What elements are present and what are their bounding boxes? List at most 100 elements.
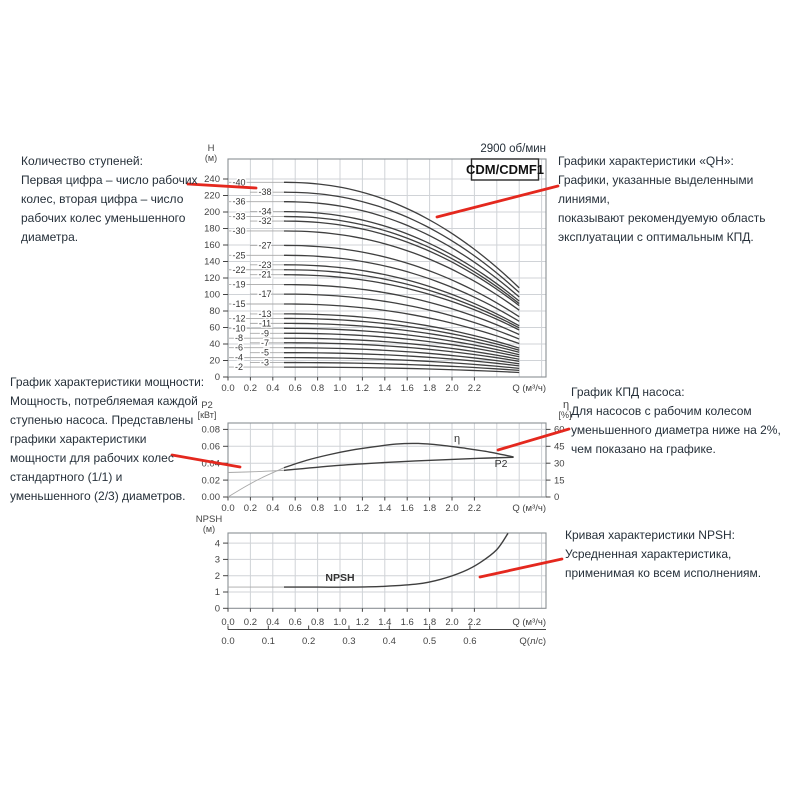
svg-text:30: 30 bbox=[554, 458, 565, 469]
svg-text:0.0: 0.0 bbox=[221, 383, 234, 394]
svg-text:0.06: 0.06 bbox=[202, 442, 221, 453]
svg-text:0.4: 0.4 bbox=[266, 503, 279, 514]
power-curve-η-light bbox=[227, 467, 285, 498]
svg-text:(м): (м) bbox=[203, 524, 215, 534]
svg-text:0.00: 0.00 bbox=[202, 492, 221, 503]
qh-curve--32 bbox=[283, 220, 520, 307]
qh-curve--4 bbox=[283, 356, 520, 369]
qh-curve--7 bbox=[283, 342, 520, 362]
qh-curve--11 bbox=[283, 322, 520, 353]
stage-label--4: -4 bbox=[235, 353, 243, 363]
stage-label--6: -6 bbox=[235, 343, 243, 353]
stage-label--22: -22 bbox=[232, 265, 245, 275]
svg-text:1.8: 1.8 bbox=[423, 383, 436, 394]
power-chart: 0.00 0.02 0.04 0.06 0.08 0 15 30 45 60 0.0 0.2 0.4 0.… bbox=[198, 399, 572, 514]
svg-text:15: 15 bbox=[554, 475, 565, 486]
svg-text:1: 1 bbox=[215, 587, 220, 598]
svg-text:0: 0 bbox=[554, 492, 559, 503]
qh-curve--13 bbox=[283, 313, 520, 349]
svg-text:45: 45 bbox=[554, 441, 565, 452]
pointer-efficiency-curve bbox=[496, 427, 571, 452]
svg-text:2.0: 2.0 bbox=[445, 617, 458, 628]
svg-text:180: 180 bbox=[204, 224, 220, 235]
svg-text:0.4: 0.4 bbox=[383, 636, 396, 647]
qh-curve--5 bbox=[283, 352, 520, 367]
svg-text:60: 60 bbox=[554, 425, 565, 436]
pointer-power-curve bbox=[170, 453, 242, 469]
svg-text:0: 0 bbox=[215, 604, 220, 615]
qh-curve--12 bbox=[283, 317, 520, 351]
qh-curve--34 bbox=[283, 210, 520, 302]
svg-text:1.0: 1.0 bbox=[333, 617, 346, 628]
stage-label--19: -19 bbox=[232, 280, 245, 290]
svg-text:Q (м³/ч): Q (м³/ч) bbox=[512, 383, 546, 394]
svg-text:H: H bbox=[208, 143, 215, 154]
svg-text:1.6: 1.6 bbox=[401, 617, 414, 628]
svg-text:220: 220 bbox=[204, 191, 220, 202]
qh-curve--10 bbox=[283, 327, 520, 356]
stage-label--34: -34 bbox=[258, 207, 271, 217]
stage-label--27: -27 bbox=[258, 240, 271, 250]
svg-text:1.6: 1.6 bbox=[401, 383, 414, 394]
stage-label--17: -17 bbox=[258, 289, 271, 299]
stage-label--10: -10 bbox=[232, 323, 245, 333]
svg-text:0.2: 0.2 bbox=[244, 617, 257, 628]
npsh-chart: 0 1 2 3 4 0.0 0.2 0.4 0.6 0.8 1.0 1.2 1.4 1.6 1.8 2.0 2.… bbox=[196, 514, 547, 628]
qh-curve--8 bbox=[283, 337, 520, 360]
power-curve-P2 bbox=[283, 456, 514, 472]
svg-text:120: 120 bbox=[204, 273, 220, 284]
svg-text:1.8: 1.8 bbox=[423, 617, 436, 628]
annotation-qh-curves: Графики характеристики «QH»: Графики, ук… bbox=[558, 154, 766, 244]
svg-text:40: 40 bbox=[209, 339, 220, 350]
stage-label--15: -15 bbox=[232, 299, 245, 309]
svg-text:0: 0 bbox=[215, 372, 220, 383]
svg-text:0.3: 0.3 bbox=[342, 636, 355, 647]
stage-label--38: -38 bbox=[258, 187, 271, 197]
svg-text:Q (м³/ч): Q (м³/ч) bbox=[512, 617, 546, 628]
model-box bbox=[470, 158, 540, 181]
svg-text:0.4: 0.4 bbox=[266, 617, 279, 628]
svg-text:100: 100 bbox=[204, 290, 220, 301]
stage-label--33: -33 bbox=[232, 212, 245, 222]
svg-text:60: 60 bbox=[209, 323, 220, 334]
npsh-lps-axis: 0.0 0.1 0.2 0.3 0.4 0.5 0.6 Q(л/с) bbox=[221, 625, 546, 647]
svg-text:140: 140 bbox=[204, 257, 220, 268]
stage-label--30: -30 bbox=[232, 226, 245, 236]
svg-text:0.2: 0.2 bbox=[244, 383, 257, 394]
svg-text:1.4: 1.4 bbox=[378, 383, 391, 394]
svg-text:(м): (м) bbox=[205, 153, 217, 163]
stage-label--21: -21 bbox=[258, 270, 271, 280]
svg-text:0.02: 0.02 bbox=[202, 475, 221, 486]
stage-label--23: -23 bbox=[258, 260, 271, 270]
svg-text:Q (м³/ч): Q (м³/ч) bbox=[512, 503, 546, 514]
svg-text:0.4: 0.4 bbox=[266, 383, 279, 394]
svg-text:0.04: 0.04 bbox=[202, 458, 221, 469]
pointer-stage-count bbox=[186, 182, 258, 190]
svg-text:1.0: 1.0 bbox=[333, 503, 346, 514]
qh-chart: 0 20 40 60 80 100 120 140 160 180 200 220 240 0.0 0.2 0… bbox=[204, 143, 547, 394]
stage-label--36: -36 bbox=[232, 197, 245, 207]
svg-text:1.6: 1.6 bbox=[401, 503, 414, 514]
stage-label--12: -12 bbox=[232, 313, 245, 323]
svg-text:0.0: 0.0 bbox=[221, 503, 234, 514]
svg-text:3: 3 bbox=[215, 555, 220, 566]
svg-text:20: 20 bbox=[209, 356, 220, 367]
svg-text:2.2: 2.2 bbox=[468, 617, 481, 628]
stage-label--5: -5 bbox=[261, 348, 269, 358]
svg-text:P2: P2 bbox=[201, 400, 213, 411]
svg-text:240: 240 bbox=[204, 174, 220, 185]
svg-text:0.5: 0.5 bbox=[423, 636, 436, 647]
stage-label--32: -32 bbox=[258, 216, 271, 226]
qh-curve--22 bbox=[283, 269, 520, 329]
model-label: CDM/CDMF1 bbox=[466, 162, 544, 177]
svg-text:NPSH: NPSH bbox=[196, 514, 223, 525]
qh-curve--17 bbox=[283, 293, 520, 340]
stage-label--13: -13 bbox=[258, 309, 271, 319]
qh-curve--21 bbox=[283, 274, 520, 331]
svg-text:2.0: 2.0 bbox=[445, 503, 458, 514]
pointer-qh-curves bbox=[435, 184, 560, 219]
stage-label--9: -9 bbox=[261, 328, 269, 338]
annotation-npsh-curve: Кривая характеристики NPSH: Усредненная … bbox=[565, 528, 762, 580]
svg-text:0.6: 0.6 bbox=[289, 383, 302, 394]
